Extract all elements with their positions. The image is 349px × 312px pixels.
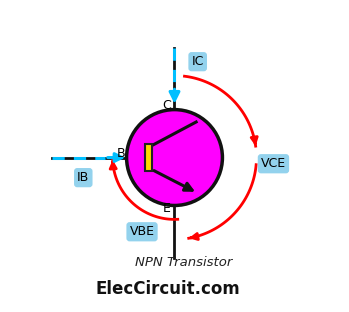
Text: ElecCircuit.com: ElecCircuit.com: [96, 280, 241, 298]
Text: B: B: [117, 147, 125, 160]
Text: IB: IB: [77, 171, 89, 184]
Text: VBE: VBE: [129, 225, 155, 238]
Text: E: E: [163, 202, 171, 215]
Text: C: C: [162, 99, 171, 112]
Text: NPN Transistor: NPN Transistor: [135, 256, 232, 269]
Circle shape: [127, 110, 222, 206]
FancyBboxPatch shape: [145, 144, 151, 171]
Text: VCE: VCE: [261, 157, 286, 170]
Text: IC: IC: [192, 55, 204, 68]
